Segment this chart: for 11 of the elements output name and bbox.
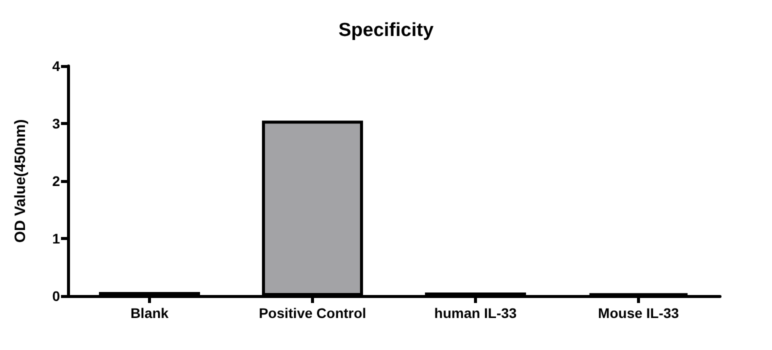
y-tick-label: 3 xyxy=(52,116,60,132)
y-tick-label: 1 xyxy=(52,230,60,246)
y-tick-label: 4 xyxy=(52,58,60,74)
x-tick-label: Mouse IL-33 xyxy=(598,305,680,321)
x-tick-label: Blank xyxy=(130,305,169,321)
x-tick-label: human IL-33 xyxy=(434,305,517,321)
y-axis-title: OD Value(450nm) xyxy=(12,119,29,243)
chart-title: Specificity xyxy=(338,20,434,41)
x-tick-label: Positive Control xyxy=(258,305,366,321)
y-tick-label: 2 xyxy=(52,173,60,189)
y-tick-label: 0 xyxy=(52,288,60,304)
